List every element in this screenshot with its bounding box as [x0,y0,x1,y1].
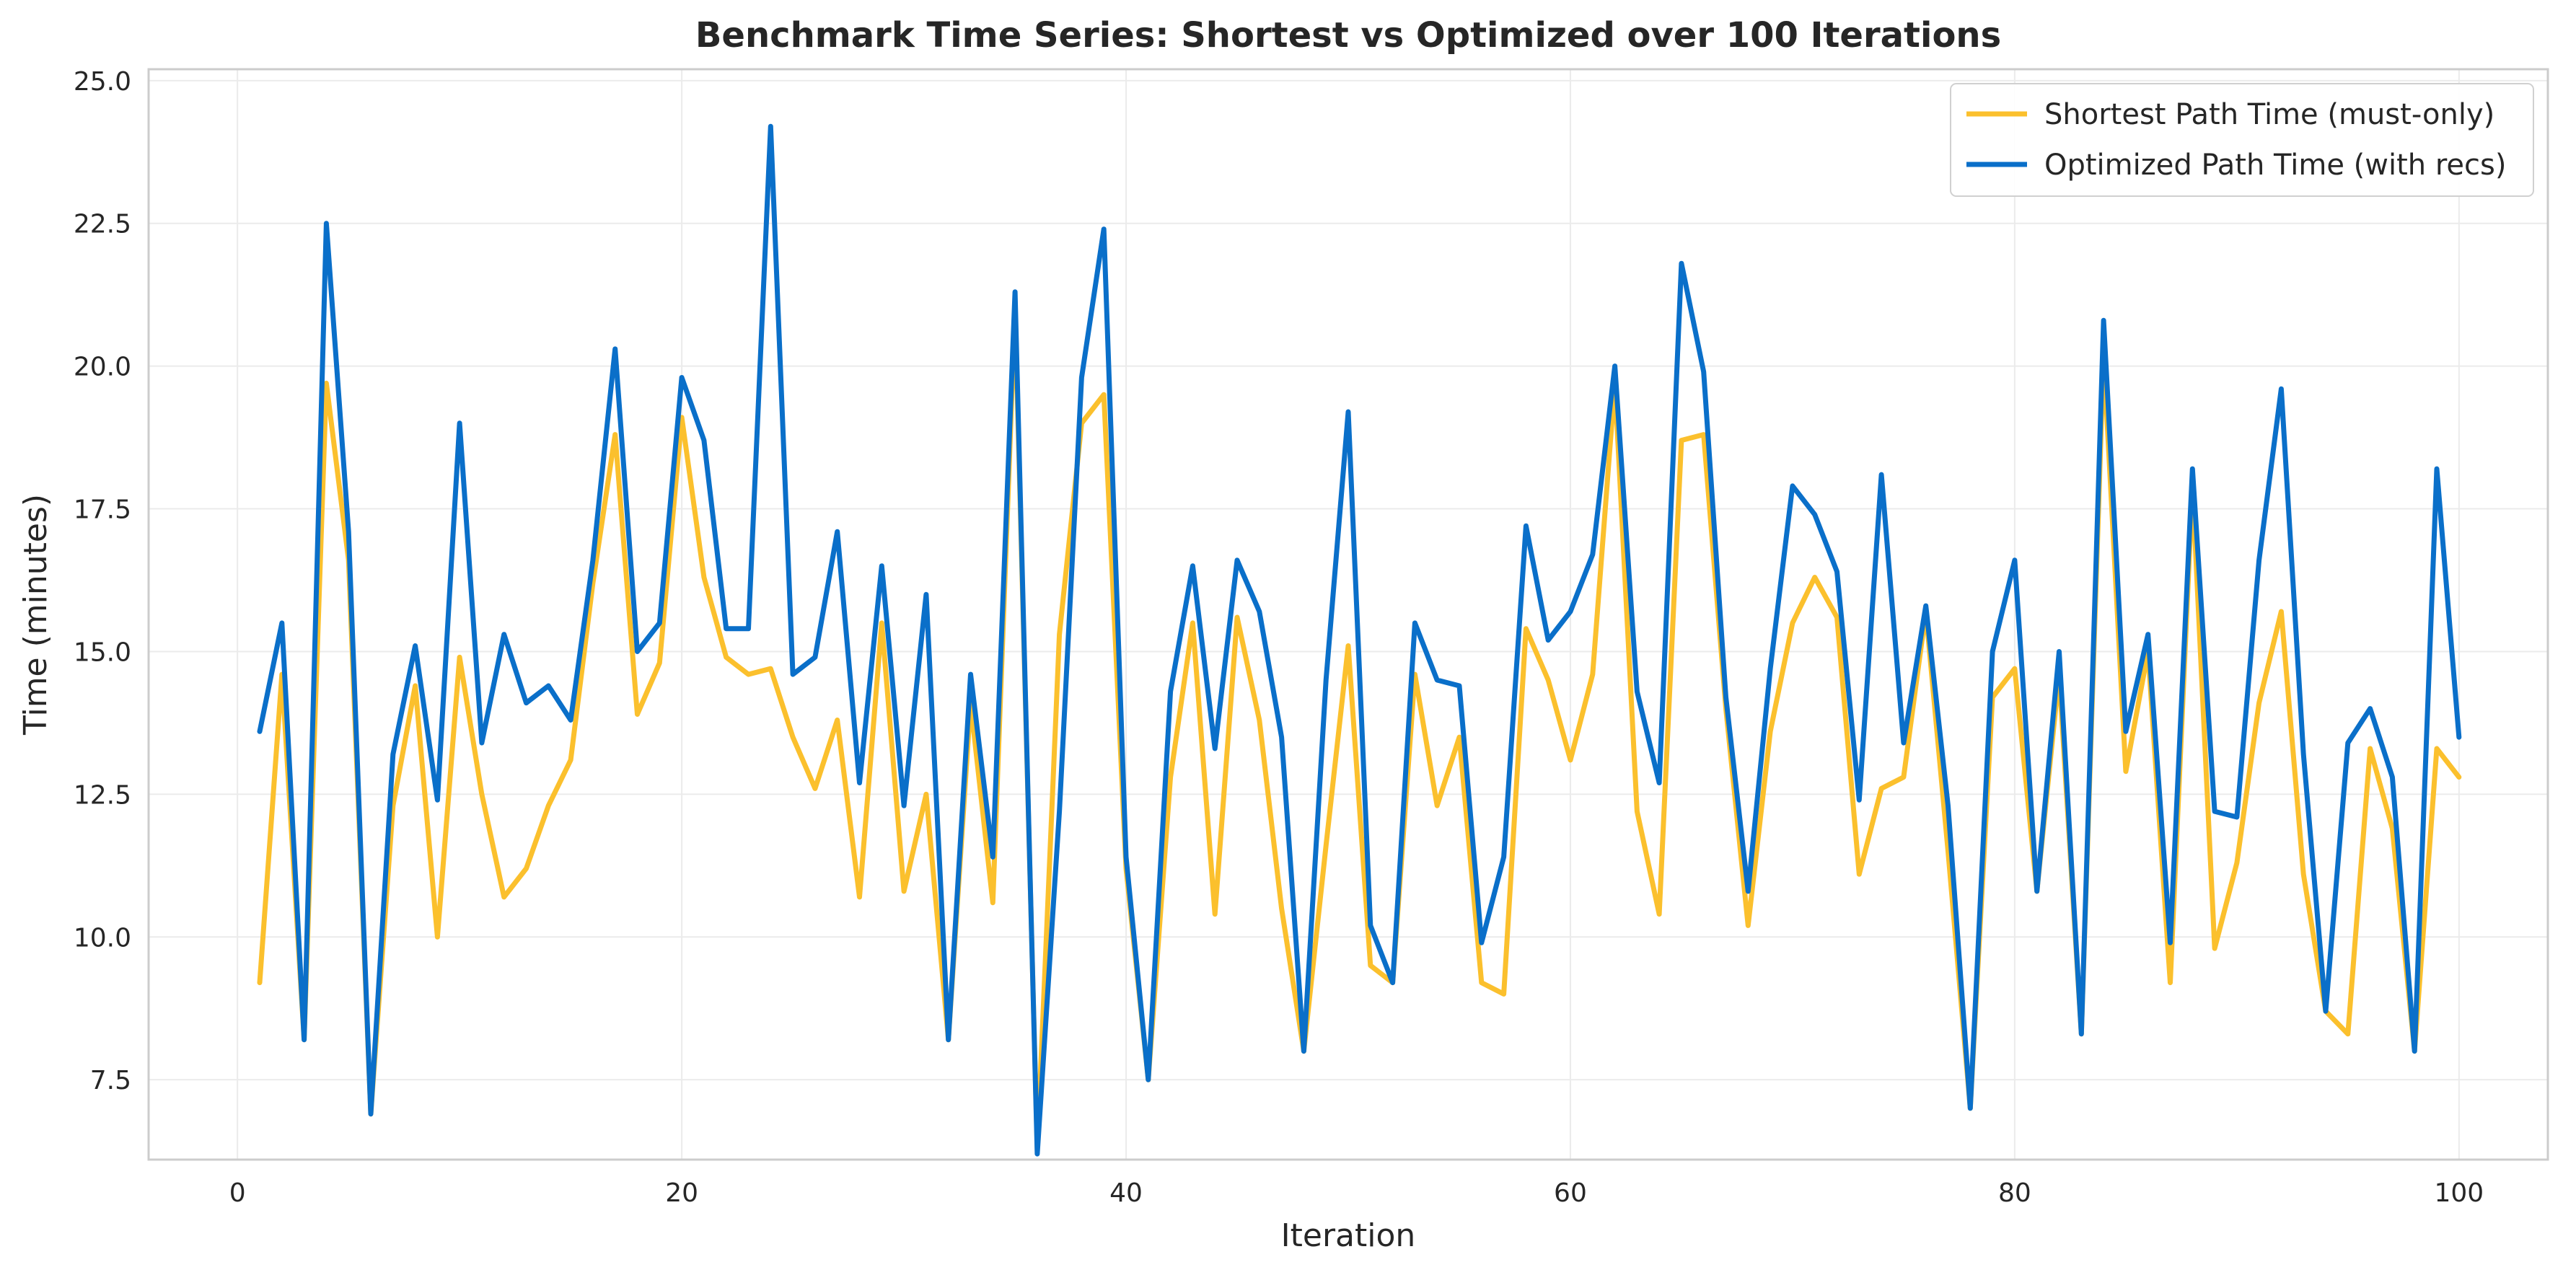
series-line-2 [257,123,2462,1157]
x-tick-label: 60 [1554,1178,1587,1208]
plot-area-frame [147,68,2549,1161]
y-tick-label: 22.5 [74,210,131,239]
legend-label-2: Optimized Path Time (with recs) [2044,149,2506,182]
chart-title: Benchmark Time Series: Shortest vs Optim… [695,15,2001,56]
legend-box [1950,83,2534,197]
x-tick-label: 20 [665,1178,698,1208]
y-tick-label: 15.0 [74,638,131,667]
y-axis-label: Time (minutes) [17,494,54,736]
y-tick-label: 10.0 [74,923,131,953]
legend: Shortest Path Time (must-only) Optimized … [1950,83,2534,197]
y-tick-label: 20.0 [74,353,131,382]
x-tick-label: 0 [229,1178,246,1208]
y-axis-ticks: 7.5 10.0 12.5 15.0 17.5 20.0 22.5 25.0 [74,67,131,1095]
series-lines [257,123,2462,1157]
y-tick-label: 12.5 [74,780,131,810]
x-tick-label: 80 [1998,1178,2031,1208]
legend-label-1: Shortest Path Time (must-only) [2044,98,2494,131]
x-axis-ticks: 0 20 40 60 80 100 [229,1178,2484,1208]
y-tick-label: 7.5 [90,1066,131,1095]
x-tick-label: 40 [1109,1178,1143,1208]
x-tick-label: 100 [2434,1178,2484,1208]
y-tick-label: 17.5 [74,495,131,525]
x-axis-label: Iteration [1281,1217,1416,1254]
y-tick-label: 25.0 [74,67,131,97]
